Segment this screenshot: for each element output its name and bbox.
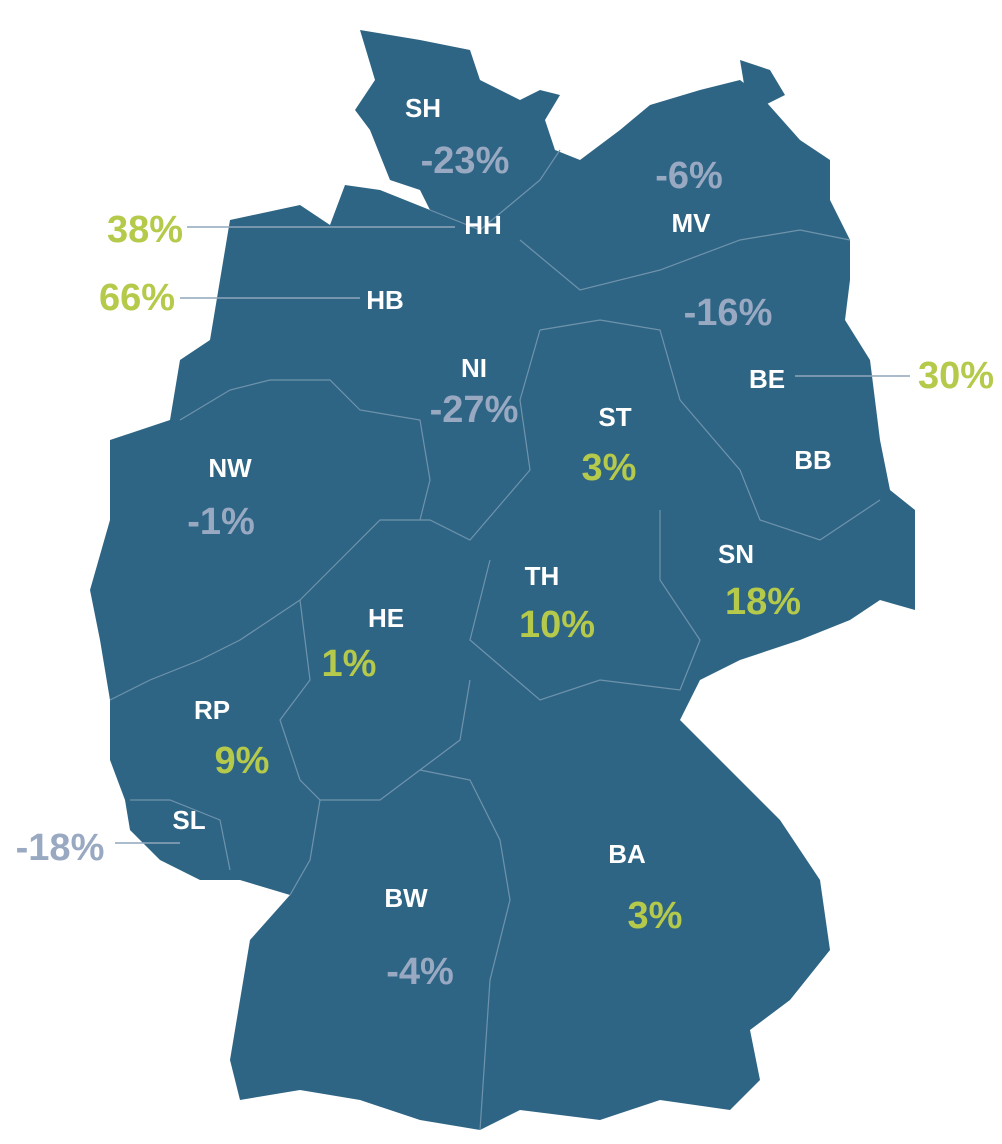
state-code: NI	[461, 353, 487, 383]
state-border	[469, 510, 701, 701]
state-code: SN	[718, 539, 754, 569]
state-code: HH	[464, 210, 502, 240]
state-value: 66%	[99, 277, 175, 319]
state-code: HE	[368, 603, 404, 633]
state-border	[299, 329, 541, 601]
state-value: 3%	[628, 895, 683, 937]
state-value: 3%	[582, 447, 637, 489]
state-border	[519, 229, 851, 291]
state-code: BA	[608, 839, 646, 869]
state-value: 1%	[322, 643, 377, 685]
state-border	[179, 379, 431, 521]
state-code: TH	[525, 561, 560, 591]
state-border	[419, 769, 511, 1131]
state-code: ST	[598, 402, 631, 432]
state-code: HB	[366, 285, 404, 315]
state-code: RP	[194, 695, 230, 725]
state-code: MV	[672, 208, 712, 238]
state-border	[130, 799, 231, 871]
island	[740, 60, 785, 105]
state-border	[539, 319, 881, 541]
state-value: 18%	[725, 581, 801, 623]
state-value: 30%	[918, 355, 994, 397]
state-code: SH	[405, 93, 441, 123]
state-code: BW	[384, 883, 428, 913]
state-code: SL	[172, 805, 205, 835]
state-value: 9%	[215, 740, 270, 782]
state-borders	[109, 149, 881, 1131]
state-value: -23%	[421, 140, 510, 182]
state-code: BE	[749, 364, 785, 394]
state-value: -18%	[16, 827, 105, 869]
state-border	[109, 599, 301, 701]
country-outline	[90, 30, 915, 1130]
state-border	[289, 799, 321, 896]
state-value: -1%	[187, 501, 255, 543]
state-value: 10%	[519, 604, 595, 646]
state-value: -6%	[655, 155, 723, 197]
state-value: 38%	[107, 209, 183, 251]
state-value: -27%	[430, 389, 519, 431]
state-code: BB	[794, 445, 832, 475]
state-border	[429, 149, 561, 231]
state-value: -16%	[684, 292, 773, 334]
state-code: NW	[208, 453, 252, 483]
state-value: -4%	[386, 951, 454, 993]
